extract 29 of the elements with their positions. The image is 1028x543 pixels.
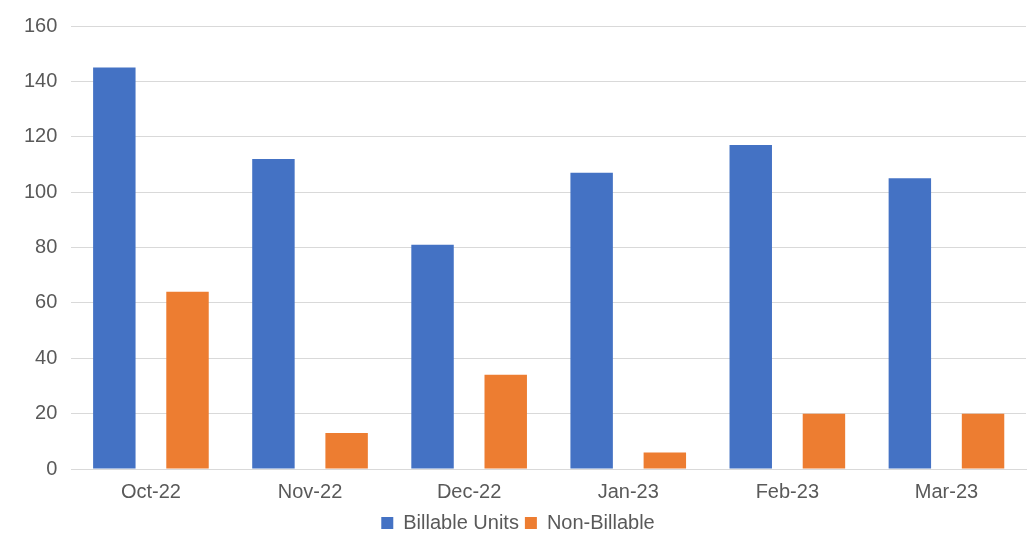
y-tick-label: 140 — [23, 68, 58, 91]
bar — [411, 244, 454, 469]
bar — [570, 172, 613, 469]
y-tick-label: 100 — [23, 179, 58, 202]
y-tick-label: 40 — [35, 345, 58, 368]
x-tick-label: Jan-23 — [597, 479, 659, 502]
y-tick-label: 20 — [35, 401, 58, 424]
y-tick-label: 0 — [46, 456, 58, 479]
bar — [166, 291, 209, 469]
y-tick-label: 120 — [23, 124, 58, 147]
x-tick-label: Mar-23 — [914, 479, 979, 502]
bar — [802, 413, 846, 469]
x-tick-label: Dec-22 — [436, 479, 502, 502]
bar — [93, 67, 136, 469]
x-tick-label: Nov-22 — [277, 479, 343, 502]
bar — [961, 413, 1005, 469]
bar — [252, 158, 295, 469]
legend-label: Non-Billable — [546, 510, 655, 533]
y-tick-label: 60 — [35, 290, 58, 313]
bar — [888, 178, 932, 469]
bar — [643, 452, 687, 469]
bar — [729, 145, 772, 469]
y-tick-label: 80 — [35, 235, 58, 258]
x-tick-label: Feb-23 — [755, 479, 820, 502]
bar — [325, 433, 368, 469]
legend-label: Billable Units — [403, 510, 519, 533]
bar — [484, 374, 527, 469]
x-tick-label: Oct-22 — [120, 479, 181, 502]
y-tick-label: 160 — [23, 13, 58, 36]
